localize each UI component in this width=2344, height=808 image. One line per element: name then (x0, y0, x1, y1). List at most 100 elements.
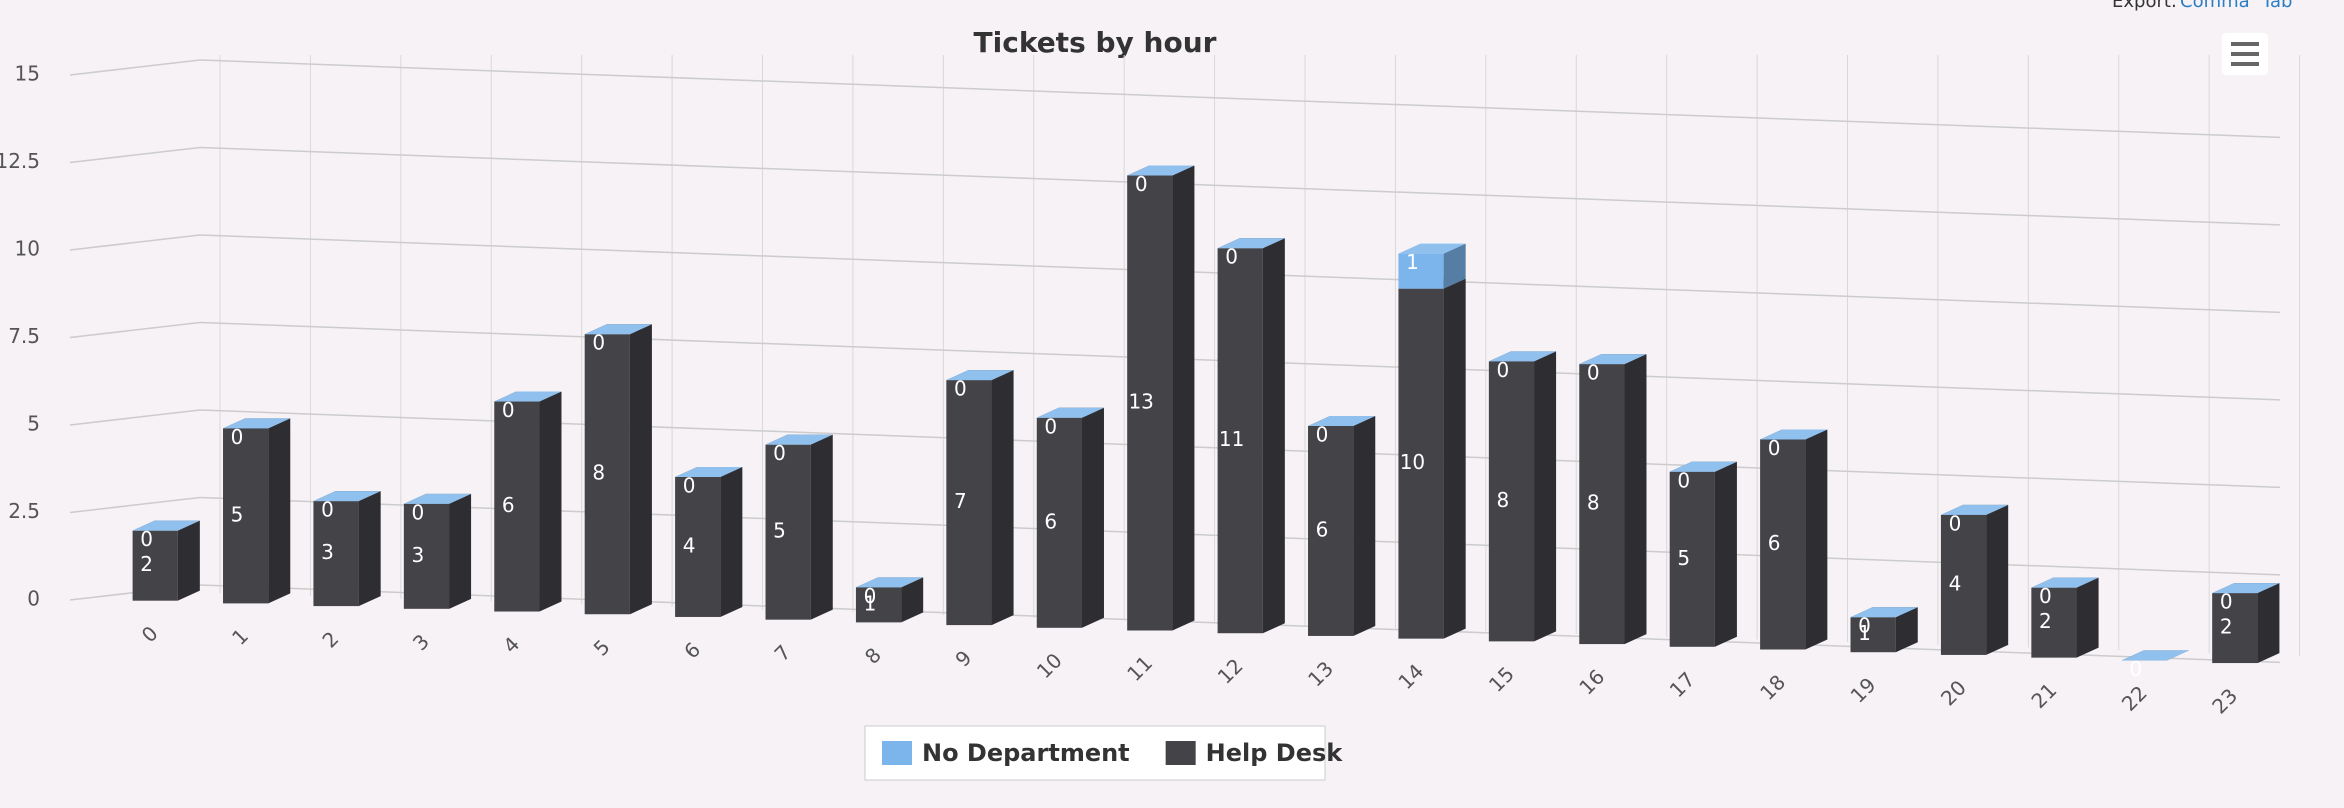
x-tick-label: 11 (1122, 651, 1157, 686)
export-comma[interactable]: Comma (2180, 0, 2250, 12)
value-label: 5 (1677, 546, 1690, 570)
value-label: 5 (231, 502, 244, 526)
bar-side-shade (449, 493, 472, 609)
bar-top (2031, 577, 2099, 588)
x-tick-label: 10 (1032, 648, 1067, 683)
bar-top (2212, 583, 2280, 594)
bar-top-shade (1127, 165, 1195, 176)
bar (1488, 361, 1535, 642)
bar-top-shade (1308, 415, 1376, 426)
x-tick-label: 6 (679, 637, 705, 663)
bar-side (1534, 351, 1557, 642)
value-label: 0 (683, 473, 696, 497)
value-label: 4 (1949, 571, 1962, 595)
legend-swatch[interactable] (882, 741, 912, 765)
value-label: 4 (683, 533, 696, 557)
grid-line (69, 59, 201, 76)
bar (1308, 425, 1354, 636)
menu-icon (2231, 52, 2259, 56)
x-tick-label: 1 (227, 624, 253, 650)
legend-label[interactable]: Help Desk (1206, 739, 1344, 767)
x-tick-label: 7 (770, 640, 796, 666)
bar-side (2076, 577, 2099, 658)
grid-line (69, 321, 201, 339)
bar-side-shade (901, 577, 924, 623)
export-tab[interactable]: Tab (2261, 0, 2292, 12)
bar-side (449, 493, 472, 609)
bar-top (1308, 415, 1376, 426)
bar-top-shade (584, 324, 652, 335)
menu-icon (2231, 42, 2259, 46)
menu-button[interactable] (2222, 33, 2268, 75)
bar-top-shade (946, 370, 1014, 381)
bar-side (1443, 278, 1466, 639)
bar-side (1986, 504, 2009, 655)
bar-top-shade (2121, 650, 2189, 661)
bar (2212, 593, 2258, 664)
bar-side-shade (268, 418, 291, 604)
bar-side (629, 324, 652, 615)
x-tick-label: 16 (1574, 665, 1609, 700)
bar-side (1172, 165, 1195, 631)
value-label: 0 (1316, 422, 1329, 446)
bar-top (313, 491, 381, 502)
bar (1760, 439, 1806, 650)
y-tick-label: 2.5 (8, 499, 40, 523)
legend-box (864, 725, 1326, 781)
bar-side-shade (720, 466, 743, 617)
legend-label[interactable]: No Department (922, 739, 1130, 767)
bar-top-shade (1488, 351, 1557, 362)
bar-side-shade (1986, 504, 2009, 655)
value-label: 0 (1949, 511, 1962, 535)
bar-side (991, 370, 1014, 626)
bar-top (1036, 407, 1104, 418)
bar-side-shade (1443, 243, 1466, 289)
y-tick-label: 7.5 (8, 324, 40, 348)
bar-top (584, 324, 652, 335)
bar (1127, 175, 1173, 631)
bar-side-shade (2257, 583, 2280, 664)
bar-side-shade (358, 491, 381, 607)
bar-side-shade (1081, 407, 1104, 628)
value-label: 11 (1219, 427, 1244, 451)
value-label: 0 (1135, 172, 1148, 196)
bar-side (1262, 238, 1285, 634)
bar-side (1895, 607, 1918, 653)
bar-top-shade (765, 434, 833, 445)
bar-side-shade (1172, 165, 1195, 631)
value-label: 3 (411, 543, 424, 567)
value-label: 0 (2039, 584, 2052, 608)
value-label: 2 (2039, 609, 2052, 633)
grid-line (69, 234, 201, 251)
bar-side-shade (991, 370, 1014, 626)
y-tick-label: 5 (27, 412, 40, 436)
bar-top (855, 577, 924, 588)
bar-top (1488, 351, 1557, 362)
bar-side (1081, 407, 1104, 628)
bar-side-shade (177, 520, 200, 601)
bar-top (946, 370, 1014, 381)
bar-top-shade (1669, 461, 1737, 472)
bar (675, 476, 721, 617)
legend-swatch[interactable] (1165, 741, 1196, 765)
bar-top (765, 434, 833, 445)
bar-side (539, 391, 562, 612)
bar-side-shade (539, 391, 562, 612)
value-label: 0 (592, 331, 605, 355)
bar-top-shade (1036, 407, 1104, 418)
bar-side (810, 434, 833, 620)
bar-side-shade (1895, 607, 1918, 653)
x-tick-label: 19 (1846, 673, 1881, 708)
bar-top-shade (313, 491, 381, 502)
value-label: 0 (2129, 657, 2142, 681)
bar (1579, 364, 1625, 645)
bar-top-shade (1217, 238, 1285, 249)
x-tick-label: 9 (950, 646, 976, 672)
bar-side-shade (1262, 238, 1285, 634)
x-tick-label: 18 (1755, 670, 1790, 705)
bar-side-shade (2076, 577, 2099, 658)
value-label: 0 (502, 398, 515, 422)
bar-top (1217, 238, 1285, 249)
bar-side-shade (1443, 278, 1466, 639)
x-tick-label: 15 (1484, 662, 1519, 697)
